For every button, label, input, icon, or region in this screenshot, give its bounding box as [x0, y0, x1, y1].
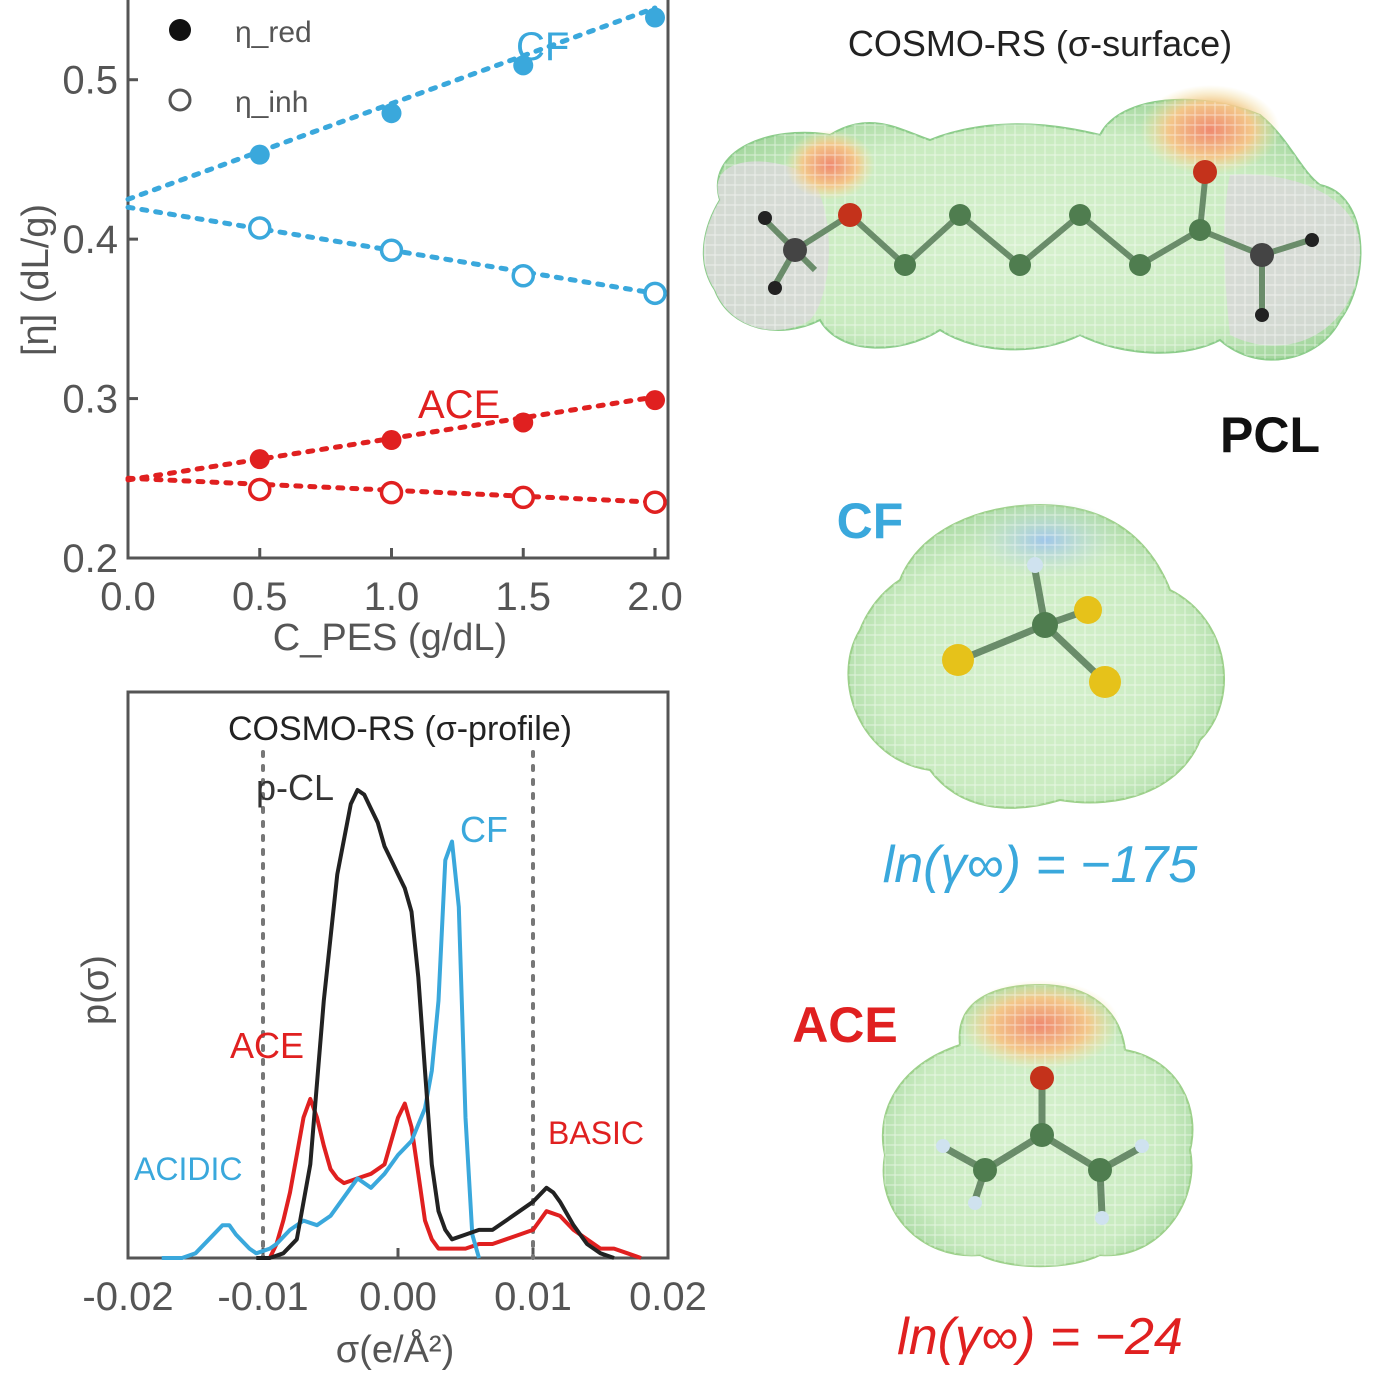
pcl-molecule-image	[702, 85, 1362, 361]
plot2-xtick-label: 0.00	[359, 1275, 437, 1319]
plot2-series-line	[256, 788, 615, 1260]
plot1-data-point	[381, 103, 402, 124]
plot1-data-point	[249, 449, 270, 470]
plot2-title: COSMO-RS (σ-profile)	[228, 710, 572, 748]
cf-label: CF	[837, 493, 904, 549]
plot1-data-point	[645, 7, 665, 28]
plot1-data-point	[513, 412, 534, 433]
cf-ln-gamma: ln(γ∞) = −175	[883, 836, 1199, 894]
legend-filled-marker	[169, 19, 191, 41]
plot1-ytick-label: 0.4	[62, 218, 118, 262]
molecule-panel: COSMO-RS (σ-surface)	[702, 23, 1362, 1366]
plot1-data-point	[379, 480, 404, 505]
ace-molecule-image	[881, 980, 1194, 1268]
plot2-pcl-label: p-CL	[256, 767, 334, 808]
plot1-ytick-label: 0.3	[62, 378, 118, 422]
plot2-dotted-boundaries	[261, 750, 535, 1260]
legend-inh-label: η_inh	[235, 86, 308, 119]
legend-red-label: η_red	[235, 16, 312, 49]
plot2-xlabel: σ(e/Å²)	[336, 1327, 454, 1371]
plot1-legend: η_red η_inh	[168, 16, 312, 119]
plot1-xtick-label: 1.5	[495, 575, 551, 619]
sigma-profile-plot: -0.02 -0.01 0.00 0.01 0.02 COSMO-RS (σ-profi…	[75, 690, 707, 1371]
plot2-acidic-label: ACIDIC	[134, 1151, 242, 1187]
plot2-series-line	[161, 839, 481, 1260]
plot2-xtick-label: 0.01	[494, 1275, 572, 1319]
plot1-data-point	[248, 477, 272, 502]
plot2-xtick-label: -0.02	[82, 1275, 173, 1319]
legend-open-marker	[168, 88, 192, 112]
plot2-xtick-label: 0.02	[629, 1275, 707, 1319]
plot1-xtick-label: 0.5	[232, 575, 288, 619]
plot1-ylabel: [η] (dL/g)	[15, 204, 57, 356]
plot1-data-points	[248, 7, 667, 514]
ace-label: ACE	[792, 997, 898, 1053]
plot2-ticks: -0.02 -0.01 0.00 0.01 0.02	[82, 1248, 707, 1319]
plot1-cf-label: CF	[516, 25, 569, 69]
plot1-xlabel: C_PES (g/dL)	[273, 617, 507, 659]
plot1-ytick-label: 0.2	[62, 537, 118, 581]
plot1-xtick-label: 1.0	[364, 575, 420, 619]
pcl-label: PCL	[1220, 407, 1320, 463]
plot1-xtick-label: 0.0	[100, 575, 156, 619]
plot2-cf-label: CF	[460, 809, 508, 850]
plot2-xtick-label: -0.01	[217, 1275, 308, 1319]
plot1-data-point	[645, 390, 665, 411]
plot1-data-point	[379, 238, 404, 263]
plot2-ylabel: p(σ)	[75, 955, 117, 1025]
viscosity-plot: 0.0 0.5 1.0 1.5 2.00.20.30.40.5 η_red η_inh …	[15, 0, 683, 659]
plot1-xtick-label: 2.0	[627, 575, 683, 619]
plot1-data-point	[248, 216, 272, 240]
plot1-data-point	[513, 55, 534, 76]
plot2-profile-lines	[161, 788, 642, 1260]
plot1-frame	[126, 0, 670, 560]
surface-title: COSMO-RS (σ-surface)	[848, 23, 1232, 64]
plot1-ytick-label: 0.5	[62, 59, 118, 103]
plot1-ace-label: ACE	[418, 383, 500, 427]
cf-molecule-image	[847, 500, 1225, 809]
plot2-series-line	[267, 1096, 642, 1260]
plot1-data-point	[381, 430, 402, 451]
plot2-ace-label: ACE	[230, 1025, 304, 1066]
plot1-data-point	[249, 144, 270, 165]
plot1-data-point	[511, 264, 535, 288]
plot1-ticks: 0.0 0.5 1.0 1.5 2.0 0.2 0.3 0.4 0.5	[62, 59, 682, 619]
ace-ln-gamma: ln(γ∞) = −24	[897, 1308, 1183, 1366]
plot2-basic-label: BASIC	[548, 1115, 644, 1151]
plot1-data-point	[511, 485, 535, 510]
plot1-data-point	[643, 490, 667, 514]
plot1-data-point	[643, 281, 667, 306]
